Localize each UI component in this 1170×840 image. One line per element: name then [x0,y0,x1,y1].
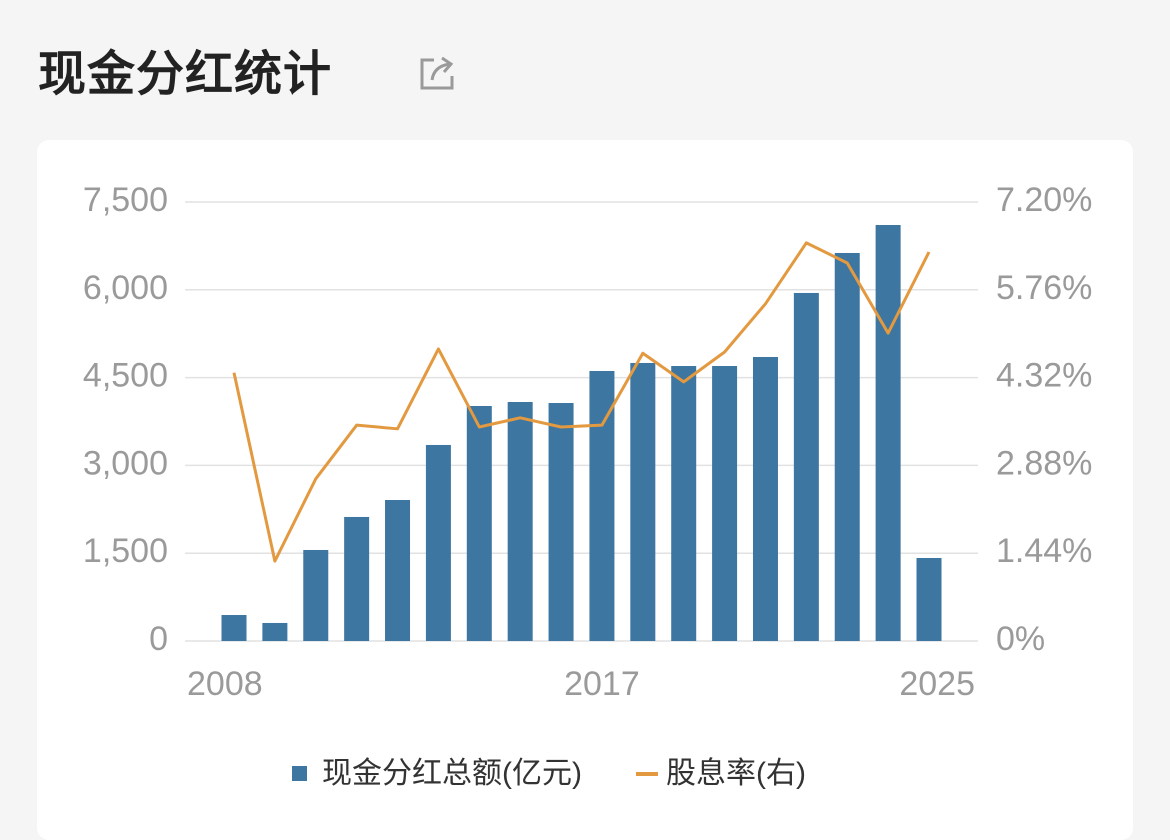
bar [589,370,615,641]
legend-swatch [635,772,658,776]
bar [425,444,451,641]
y-tick-label: 1,500 [83,532,168,570]
y-tick-label: 7,500 [83,181,168,219]
y-tick-label: 3,000 [83,444,168,482]
bar [630,362,656,641]
legend-swatch [292,766,307,781]
y2-tick-label: 0% [996,620,1045,658]
y2-tick-label: 4.32% [996,357,1092,395]
y-tick-label: 0 [149,620,168,658]
bar [793,292,819,641]
y2-tick-label: 7.20% [996,181,1092,219]
x-tick-label: 2017 [564,665,640,703]
chart-card [37,140,1133,840]
bar [262,622,288,641]
bar [671,366,697,641]
bar [712,366,738,641]
x-tick-label: 2008 [187,665,263,703]
y2-tick-label: 2.88% [996,444,1092,482]
line [232,241,931,563]
page: 现金分红统计 0 1,500 3,000 4,500 6,000 7,500 0% 1.44%… [38,48,1093,790]
y2-tick-label: 5.76% [996,269,1092,307]
bar [385,499,411,641]
bar [507,402,533,641]
share-icon[interactable] [418,54,456,92]
x-tick-label: 2025 [899,665,975,703]
y2-tick-label: 1.44% [996,532,1092,570]
bar [221,615,247,641]
bar [303,549,329,641]
bar [466,405,492,641]
bar [834,252,860,641]
legend-label: 现金分红总额(亿元) [322,757,582,790]
bar [548,403,574,641]
bar [875,225,901,641]
bar [344,516,370,641]
y-tick-label: 4,500 [83,357,168,395]
chart: 0 1,500 3,000 4,500 6,000 7,500 0% 1.44% 2.88% 4.… [83,181,1093,790]
y-tick-label: 6,000 [83,269,168,307]
legend-label: 股息率(右) [666,757,806,790]
page-title: 现金分红统计 [38,48,333,101]
bar [916,557,942,641]
bar [752,356,778,641]
